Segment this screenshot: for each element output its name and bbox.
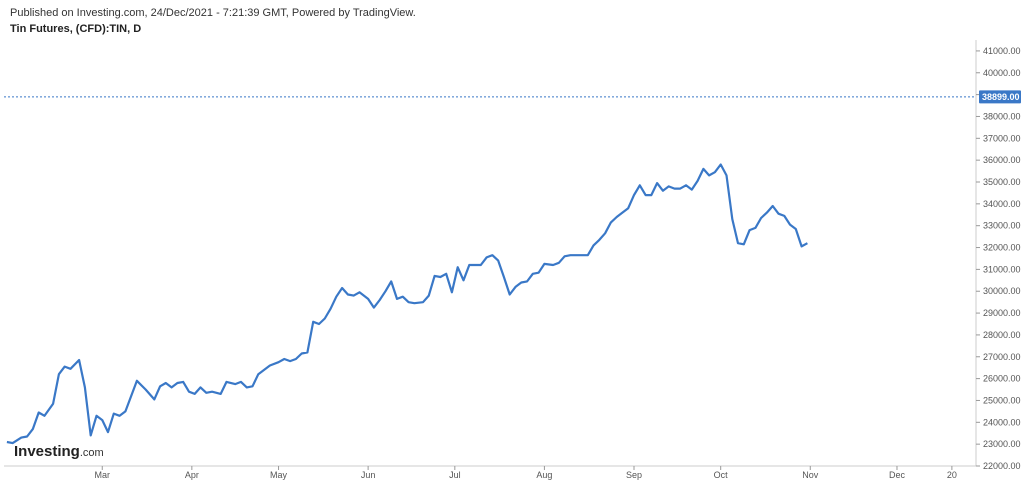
y-tick-label: 40000.00 xyxy=(983,68,1021,78)
y-tick-label: 34000.00 xyxy=(983,199,1021,209)
logo-suffix: .com xyxy=(80,447,104,459)
x-tick-label: Jun xyxy=(361,470,376,480)
chart-title: Tin Futures, (CFD):TIN, D xyxy=(10,23,142,35)
x-tick-label: Nov xyxy=(802,470,819,480)
y-tick-label: 28000.00 xyxy=(983,330,1021,340)
y-tick-label: 27000.00 xyxy=(983,352,1021,362)
x-tick-label: Aug xyxy=(536,470,552,480)
last-price-label: 38899.00 xyxy=(982,92,1020,102)
y-tick-label: 25000.00 xyxy=(983,395,1021,405)
x-tick-label: Apr xyxy=(185,470,199,480)
y-axis: 22000.00 23000.00 24000.00 25000.00 26000.00… xyxy=(975,40,1021,471)
last-price-badge: 38899.00 xyxy=(979,90,1021,104)
y-tick-label: 41000.00 xyxy=(983,46,1021,56)
investing-logo: Investing.com xyxy=(14,443,104,460)
y-tick-label: 29000.00 xyxy=(983,308,1021,318)
last-price-rect xyxy=(979,90,1021,104)
y-tick-label: 32000.00 xyxy=(983,243,1021,253)
y-tick-label: 30000.00 xyxy=(983,286,1021,296)
price-line xyxy=(6,163,808,445)
y-tick-label: 26000.00 xyxy=(983,374,1021,384)
published-note: Published on Investing.com, 24/Dec/2021 … xyxy=(10,7,416,19)
y-tick-label: 23000.00 xyxy=(983,439,1021,449)
svg-text:Investing.com: Investing.com xyxy=(14,443,104,460)
x-tick-label: 20 xyxy=(947,470,957,480)
y-tick-label: 22000.00 xyxy=(983,461,1021,471)
x-tick-label: Mar xyxy=(95,470,111,480)
x-tick-label: Sep xyxy=(626,470,642,480)
logo-main: Investing xyxy=(14,443,80,460)
x-tick-label: Dec xyxy=(889,470,906,480)
x-tick-label: Oct xyxy=(714,470,729,480)
y-tick-label: 33000.00 xyxy=(983,221,1021,231)
y-tick-label: 38000.00 xyxy=(983,111,1021,121)
y-tick-label: 35000.00 xyxy=(983,177,1021,187)
y-tick-label: 37000.00 xyxy=(983,133,1021,143)
y-tick-label: 36000.00 xyxy=(983,155,1021,165)
x-tick-label: Jul xyxy=(449,470,461,480)
x-tick-label: May xyxy=(270,470,288,480)
x-axis: Mar Apr May Jun Jul Aug Sep Oct Nov Dec 20 xyxy=(4,465,976,480)
y-tick-label: 24000.00 xyxy=(983,417,1021,427)
y-tick-label: 31000.00 xyxy=(983,264,1021,274)
